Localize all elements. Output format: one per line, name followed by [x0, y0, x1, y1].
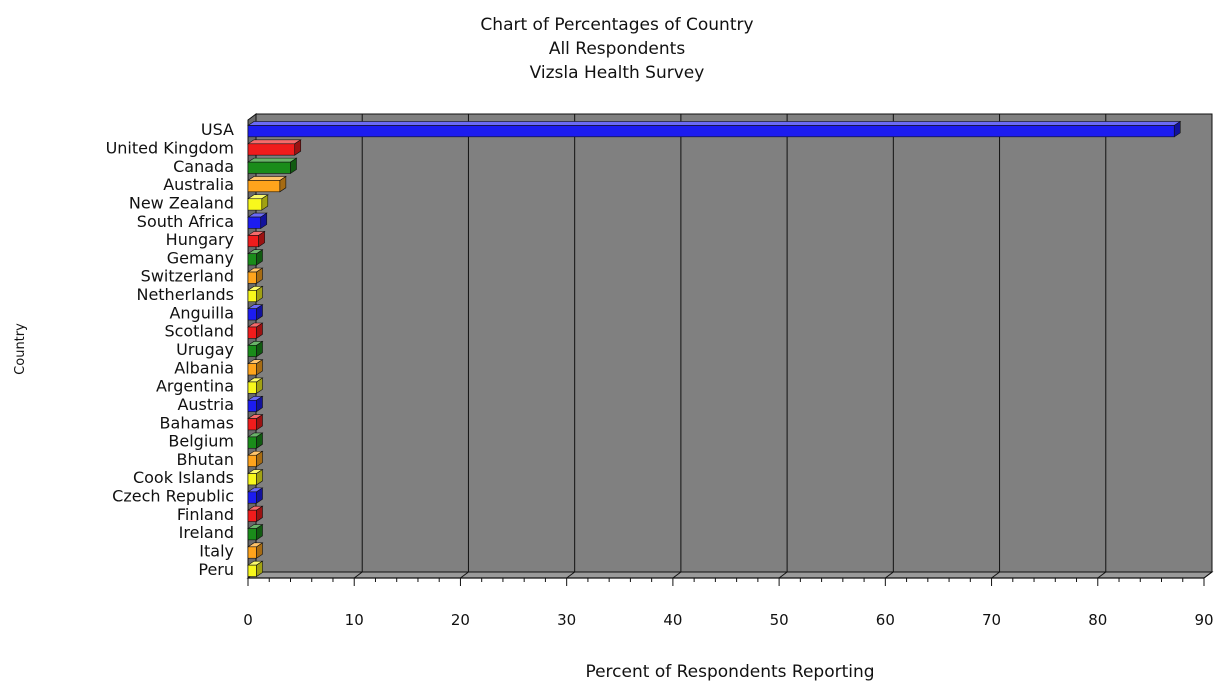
category-label: Austria [177, 395, 234, 414]
category-label: United Kingdom [106, 138, 234, 157]
category-label: Albania [174, 358, 234, 377]
x-tick-label: 20 [451, 611, 470, 629]
bar-anguilla [247, 304, 264, 321]
category-label: Netherlands [136, 285, 234, 304]
gridline-floor [778, 571, 788, 579]
category-label: Italy [199, 542, 234, 561]
category-label: Czech Republic [112, 487, 234, 506]
category-label: Scotland [164, 322, 234, 341]
y-axis-label: Country [13, 323, 28, 375]
bar-austria [247, 395, 264, 413]
bar-australia [247, 175, 287, 193]
category-label: Cook Islands [133, 468, 234, 487]
category-label: Hungary [166, 230, 234, 249]
category-label: Urugay [176, 340, 234, 359]
category-label: Peru [198, 560, 234, 579]
category-label: Ireland [179, 523, 234, 542]
bar-united-kingdom [247, 139, 302, 156]
bar-canada [247, 157, 298, 175]
gridline-floor [1097, 571, 1107, 579]
x-tick-label: 50 [770, 611, 789, 629]
x-tick-label: 70 [982, 611, 1001, 629]
plot-area [246, 113, 1214, 586]
chart-title-line-1: Chart of Percentages of Country [480, 15, 753, 35]
category-label: Belgium [168, 432, 234, 451]
x-tick-label: 0 [243, 611, 253, 629]
bar-czech-republic [247, 487, 264, 504]
x-tick-labels: 0 10 20 30 40 50 60 70 80 90 [243, 611, 1213, 629]
x-tick-label: 60 [876, 611, 895, 629]
bar-bahamas [247, 414, 264, 431]
gridline-floor [353, 571, 363, 579]
chart-title-line-3: Vizsla Health Survey [530, 63, 705, 83]
x-tick-label: 90 [1194, 611, 1213, 629]
gridline-floor [672, 571, 682, 579]
category-label: Anguilla [169, 303, 234, 322]
gridline-floor [991, 571, 1000, 579]
bar-netherlands [247, 285, 264, 303]
x-axis-label: Percent of Respondents Reporting [585, 662, 874, 682]
gridline-floor [460, 571, 469, 579]
category-label: Bhutan [177, 450, 234, 469]
bar-switzerland [247, 267, 264, 284]
chart-title-line-2: All Respondents [549, 39, 686, 59]
bar-usa [247, 120, 1182, 138]
x-tick-label: 30 [557, 611, 576, 629]
category-label: Finland [177, 505, 234, 524]
bars [247, 120, 1182, 578]
category-label: USA [201, 120, 234, 139]
plot-back-wall [255, 113, 1213, 573]
gridline-floor [566, 571, 575, 579]
x-tick-label: 80 [1088, 611, 1107, 629]
category-label: Bahamas [160, 413, 234, 432]
gridline-floor [1203, 571, 1213, 579]
bar-cook-islands [247, 469, 264, 486]
gridline-floor [885, 571, 894, 579]
x-tick-label: 10 [345, 611, 364, 629]
category-label: New Zealand [129, 193, 234, 212]
bar-new-zealand [247, 194, 269, 211]
category-label: Argentina [156, 377, 234, 396]
category-label: Canada [173, 157, 234, 176]
category-label: Switzerland [141, 267, 234, 286]
bar-scotland [247, 322, 264, 339]
category-label: Gemany [167, 248, 234, 267]
bar-hungary [247, 230, 266, 248]
bar-argentina [247, 377, 264, 394]
bar-gemany [247, 249, 264, 266]
bar-finland [247, 505, 264, 523]
chart-title: Chart of Percentages of Country All Resp… [480, 15, 753, 83]
category-label: South Africa [137, 212, 234, 231]
category-label: Australia [163, 175, 234, 194]
bar-bhutan [247, 450, 264, 468]
bar-urugay [247, 340, 264, 358]
x-tick-label: 40 [663, 611, 682, 629]
bar-ireland [247, 523, 264, 541]
plot-floor [246, 571, 1214, 579]
bar-peru [247, 560, 264, 578]
bar-belgium [247, 432, 264, 449]
bar-south-africa [247, 212, 268, 229]
bar-albania [247, 359, 264, 376]
bar-italy [247, 542, 264, 559]
